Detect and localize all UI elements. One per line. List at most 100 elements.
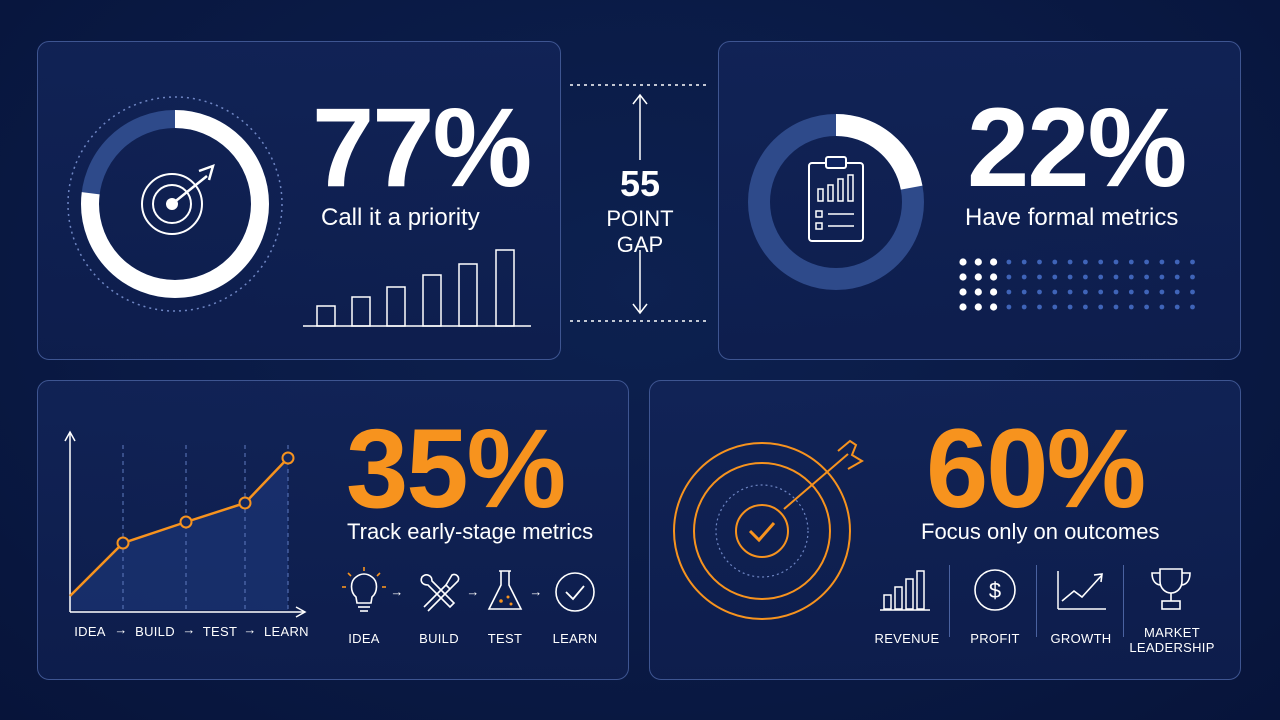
grid-dot: [1083, 274, 1088, 280]
grid-dot: [990, 258, 998, 266]
grid-dot: [1083, 289, 1088, 295]
grid-dot: [1159, 274, 1165, 280]
grid-dot: [990, 303, 998, 311]
gap-line1: POINT: [606, 206, 674, 231]
grid-dot: [1113, 289, 1119, 295]
svg-text:$: $: [989, 578, 1001, 603]
formal-donut: [748, 114, 924, 290]
grid-dot: [1021, 259, 1027, 265]
arrow-right-icon: →: [466, 584, 480, 599]
priority-donut: [67, 96, 283, 312]
outcome-label-leadership: LEADERSHIP: [1129, 640, 1215, 655]
outcome-label-market: MARKET: [1144, 625, 1200, 640]
grid-dot: [1083, 259, 1088, 265]
grid-dot: [1190, 274, 1195, 280]
step-label-idea: IDEA: [348, 631, 380, 646]
arrow-right-icon: →: [243, 622, 257, 637]
grid-dot: [1098, 304, 1104, 310]
grid-dot: [1067, 304, 1073, 310]
outcome-label-profit: PROFIT: [970, 631, 1020, 646]
grid-dot: [1128, 274, 1134, 280]
divider: [949, 565, 950, 637]
grid-dot: [1159, 289, 1165, 295]
early-caption: Track early-stage metrics: [347, 519, 594, 544]
grid-dot: [1021, 274, 1027, 280]
gap-line2: GAP: [616, 232, 664, 257]
arrow-right-icon: →: [529, 584, 543, 599]
grid-dot: [1006, 289, 1012, 295]
grid-dot: [1037, 304, 1042, 310]
grid-dot: [1006, 259, 1012, 265]
grid-dot: [1052, 259, 1058, 265]
bar-chart-decoration: [303, 249, 531, 327]
grid-dot: [1113, 304, 1119, 310]
grid-dot: [990, 288, 998, 296]
target-arrow-icon: [141, 164, 215, 235]
grid-dot: [1113, 259, 1119, 265]
outcomes-caption: Focus only on outcomes: [921, 519, 1160, 544]
grid-dot: [1128, 289, 1134, 295]
dollar-coin-icon: $: [974, 569, 1016, 611]
grid-dot: [1083, 304, 1088, 310]
arrow-right-icon: →: [114, 622, 128, 637]
chart-label-learn: LEARN: [264, 624, 309, 639]
gap-number: 55: [619, 163, 661, 204]
clipboard-icon: [808, 156, 864, 242]
step-label-learn: LEARN: [552, 631, 598, 646]
grid-dot: [1006, 304, 1012, 310]
grid-dot: [1098, 259, 1104, 265]
grid-dot: [1144, 289, 1149, 295]
grid-dot: [1174, 289, 1180, 295]
chart-label-test: TEST: [202, 624, 238, 639]
grid-dot: [1037, 289, 1042, 295]
grid-dot: [974, 303, 982, 311]
grid-dot: [974, 258, 982, 266]
step-label-test: TEST: [487, 631, 523, 646]
flask-icon: [487, 570, 523, 610]
grid-dot: [959, 258, 967, 266]
step-label-build: BUILD: [419, 631, 459, 646]
early-stage-card: IDEA → BUILD → TEST → LEARN 35% Track ea…: [37, 380, 629, 680]
grid-dot: [1067, 289, 1073, 295]
formal-percent: 22%: [967, 85, 1187, 210]
divider: [1036, 565, 1037, 637]
grid-dot: [1174, 304, 1180, 310]
grid-dot: [1006, 274, 1012, 280]
grid-dot: [1128, 259, 1134, 265]
grid-dot: [1052, 289, 1058, 295]
outcome-label-revenue: REVENUE: [874, 631, 940, 646]
divider: [1123, 565, 1124, 637]
line-chart-decoration: [64, 430, 307, 618]
arrow-right-icon: →: [182, 622, 196, 637]
grid-dot: [1113, 274, 1119, 280]
grid-dot: [990, 273, 998, 281]
outcomes-card: 60% Focus only on outcomes $ REVENUE PRO…: [649, 380, 1241, 680]
grid-dot: [1037, 259, 1042, 265]
bar-chart-icon: [880, 570, 930, 611]
outcomes-percent: 60%: [926, 406, 1146, 531]
grid-dot: [1052, 274, 1058, 280]
grid-dot: [1144, 304, 1149, 310]
grid-dot: [1144, 274, 1149, 280]
grid-dot: [1174, 259, 1180, 265]
grid-dot: [1021, 304, 1027, 310]
formal-caption: Have formal metrics: [965, 204, 1179, 231]
formal-metrics-card: 22% Have formal metrics: [718, 41, 1241, 360]
grid-dot: [959, 303, 967, 311]
chart-label-build: BUILD: [135, 624, 175, 639]
grid-dot: [974, 288, 982, 296]
grid-dot: [1159, 304, 1165, 310]
grid-dot: [959, 273, 967, 281]
tools-icon: [420, 573, 460, 612]
bullseye-arrow-icon: [673, 439, 864, 620]
early-percent: 35%: [346, 406, 566, 531]
priority-caption: Call it a priority: [321, 204, 480, 231]
grid-dot: [1159, 259, 1165, 265]
grid-dot: [1098, 274, 1104, 280]
chart-label-idea: IDEA: [74, 624, 106, 639]
priority-percent: 77%: [312, 85, 532, 210]
grid-dot: [1174, 274, 1180, 280]
grid-dot: [959, 288, 967, 296]
trophy-icon: [1151, 568, 1191, 610]
growth-chart-icon: [1057, 571, 1106, 610]
